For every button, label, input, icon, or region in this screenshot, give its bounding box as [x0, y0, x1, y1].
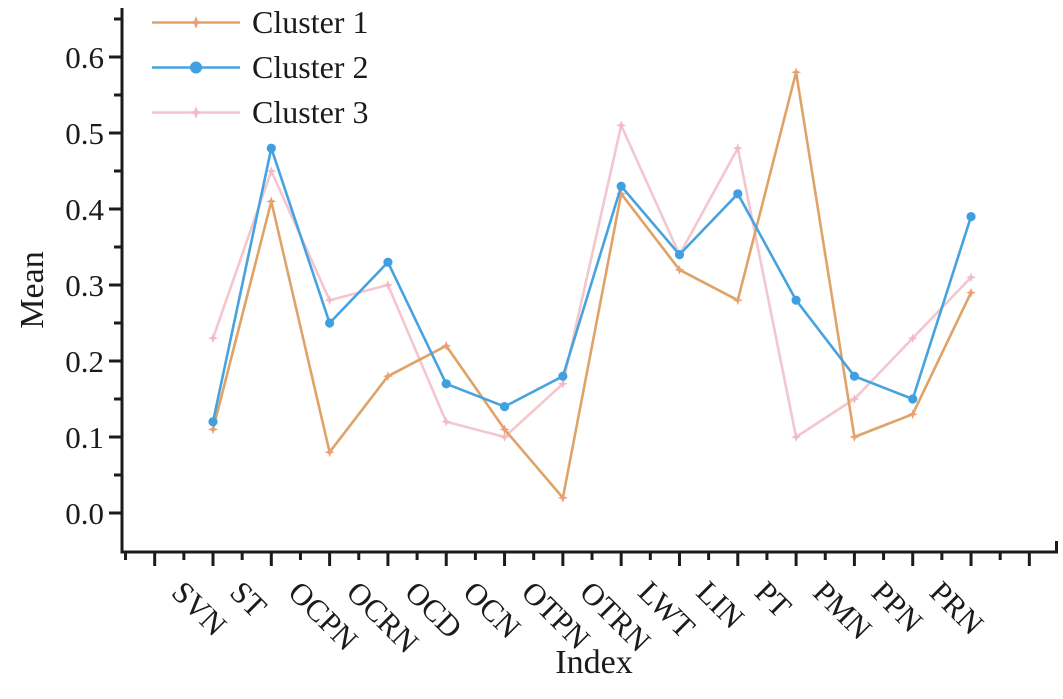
- series-line: [211, 124, 972, 439]
- data-point-marker: [966, 212, 976, 222]
- data-point-marker: [557, 492, 568, 503]
- x-tick-label: PRN: [923, 574, 990, 641]
- y-tick-label: 0.2: [65, 344, 104, 379]
- y-axis-title: Mean: [14, 251, 51, 329]
- series-cluster-1: [208, 67, 977, 503]
- x-axis-ticks: [124, 552, 1031, 566]
- y-tick-label: 0.0: [65, 496, 104, 531]
- y-axis-tick-labels: 0.0 0.1 0.2 0.3 0.4 0.5 0.6: [65, 40, 104, 531]
- data-point-marker: [732, 143, 743, 154]
- x-tick-label: PPN: [865, 574, 930, 639]
- data-point-marker: [208, 333, 218, 344]
- data-point-marker: [616, 120, 627, 131]
- legend: Cluster 1 Cluster 2 Cluster 3: [150, 0, 368, 135]
- data-point-marker: [325, 318, 335, 328]
- legend-item-cluster-1: Cluster 1: [150, 0, 368, 45]
- data-point-marker: [499, 432, 510, 442]
- y-tick-label: 0.3: [65, 268, 104, 303]
- data-point-marker: [733, 189, 743, 199]
- data-point-marker: [732, 295, 743, 306]
- y-tick-label: 0.5: [65, 116, 104, 151]
- data-point-marker: [966, 272, 977, 283]
- cluster-3-line-marker-icon: [152, 106, 240, 119]
- data-point-marker: [266, 143, 276, 153]
- legend-label: Cluster 3: [252, 94, 369, 130]
- legend-item-cluster-2: Cluster 2: [150, 45, 368, 90]
- data-point-marker: [791, 67, 802, 78]
- data-point-marker: [674, 250, 685, 260]
- data-point-marker: [190, 61, 202, 74]
- x-tick-label: LIN: [690, 574, 751, 635]
- y-tick-label: 0.1: [65, 420, 104, 455]
- data-point-marker: [441, 416, 452, 427]
- data-point-marker: [849, 394, 860, 404]
- data-point-marker: [208, 424, 218, 435]
- data-point-marker: [849, 432, 860, 442]
- data-point-marker: [441, 340, 452, 351]
- x-tick-label: PMN: [806, 574, 878, 646]
- x-axis-title: Index: [555, 644, 633, 681]
- series-cluster-2: [208, 143, 976, 427]
- data-point-marker: [266, 196, 277, 207]
- x-tick-label: PT: [748, 574, 798, 624]
- cluster-2-line-marker-icon: [152, 61, 240, 74]
- cluster-1-line-marker-icon: [152, 16, 240, 29]
- data-point-marker: [382, 280, 393, 290]
- data-point-marker: [499, 424, 510, 435]
- data-point-marker: [908, 394, 918, 404]
- axes-spines: [120, 8, 1058, 554]
- series-line: [211, 70, 973, 500]
- x-tick-label: OCN: [457, 574, 528, 645]
- data-point-marker: [324, 447, 335, 458]
- data-point-marker: [674, 264, 685, 275]
- data-point-marker: [266, 166, 277, 176]
- data-point-marker: [849, 371, 860, 381]
- x-tick-label: SVN: [165, 574, 234, 643]
- data-point-marker: [208, 417, 218, 427]
- legend-label: Cluster 2: [252, 49, 369, 85]
- data-point-marker: [189, 106, 203, 119]
- data-point-marker: [616, 188, 627, 199]
- data-point-marker: [382, 371, 393, 382]
- legend-item-cluster-3: Cluster 3: [150, 90, 368, 135]
- data-point-marker: [907, 333, 918, 344]
- data-point-marker: [499, 402, 510, 412]
- data-point-marker: [791, 432, 802, 442]
- data-point-marker: [324, 295, 335, 306]
- data-point-marker: [907, 409, 918, 420]
- y-tick-label: 0.4: [65, 192, 104, 227]
- data-point-marker: [189, 16, 203, 29]
- data-point-marker: [966, 287, 977, 298]
- data-point-marker: [558, 371, 568, 381]
- series-line: [211, 146, 973, 423]
- data-point-marker: [616, 181, 626, 191]
- y-axis-ticks: [109, 17, 122, 515]
- data-point-marker: [557, 378, 568, 389]
- y-tick-label: 0.6: [65, 40, 104, 75]
- data-point-marker: [791, 295, 801, 305]
- data-point-marker: [383, 257, 393, 267]
- legend-label: Cluster 1: [252, 4, 369, 40]
- data-point-marker: [441, 379, 451, 389]
